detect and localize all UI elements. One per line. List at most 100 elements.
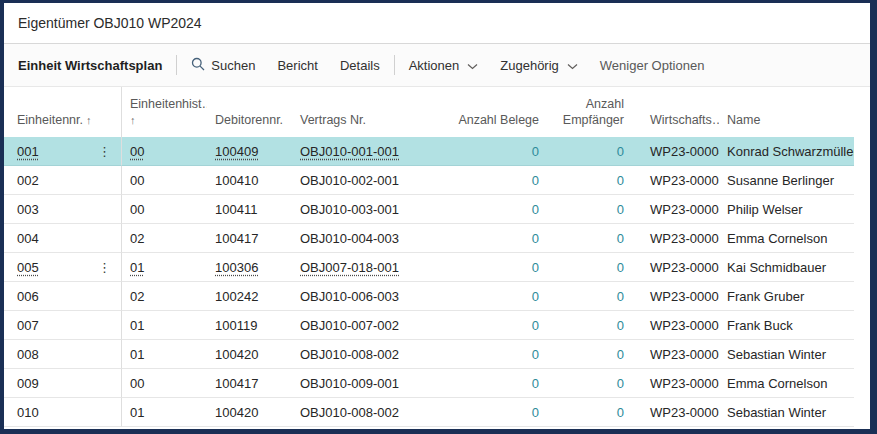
cell-wirtschaftsplan[interactable]: WP23-00006 [630,195,719,224]
column-header-wirtschaftsplan[interactable]: Wirtschafts… [630,87,719,137]
column-header-anzahl-empfaenger[interactable]: Anzahl Empfänger [545,87,630,137]
cell-anzahl_belege[interactable]: 0 [450,398,545,427]
aktionen-dropdown[interactable]: Aktionen [409,58,479,73]
cell-vertragsnr[interactable]: OBJ010-001-001 [292,137,450,166]
cell-vertragsnr[interactable]: OBJ010-006-003 [292,282,450,311]
cell-einheitennr[interactable]: 005⋮ [4,253,122,282]
cell-einheitennr[interactable]: 006 [4,282,122,311]
table-row[interactable]: 00300100411OBJ010-003-00100WP23-00006Phi… [4,195,854,224]
cell-name[interactable]: Frank Gruber [719,282,854,311]
cell-anzahl_belege[interactable]: 0 [450,224,545,253]
column-header-einheitenhist[interactable]: Einheitenhist… ↑ [122,87,207,137]
cell-anzahl_belege[interactable]: 0 [450,340,545,369]
cell-einheitenhist[interactable]: 02 [122,282,207,311]
cell-wirtschaftsplan[interactable]: WP23-00002 [630,282,719,311]
cell-anzahl_belege[interactable]: 0 [450,311,545,340]
cell-wirtschaftsplan[interactable]: WP23-00009 [630,398,719,427]
table-row[interactable]: 001⋮00100409OBJ010-001-00100WP23-00004Ko… [4,137,854,166]
cell-vertragsnr[interactable]: OBJ010-004-003 [292,224,450,253]
cell-anzahl_empfaenger[interactable]: 0 [545,166,630,195]
cell-einheitenhist[interactable]: 00 [122,195,207,224]
weniger-optionen-button[interactable]: Weniger Optionen [600,58,705,73]
cell-wirtschaftsplan[interactable]: WP23-00001 [630,311,719,340]
cell-anzahl_empfaenger[interactable]: 0 [545,340,630,369]
cell-wirtschaftsplan[interactable]: WP23-00007 [630,224,719,253]
cell-anzahl_belege[interactable]: 0 [450,282,545,311]
cell-anzahl_empfaenger[interactable]: 0 [545,224,630,253]
cell-vertragsnr[interactable]: OBJ010-002-001 [292,166,450,195]
cell-anzahl_empfaenger[interactable]: 0 [545,369,630,398]
table-row[interactable]: 00801100420OBJ010-008-00200WP23-00009Seb… [4,340,854,369]
column-header-einheitennr[interactable]: Einheitennr.↑ [4,87,122,137]
cell-vertragsnr[interactable]: OBJ010-008-002 [292,398,450,427]
column-header-vertragsnr[interactable]: Vertrags Nr. [292,87,450,137]
cell-anzahl_empfaenger[interactable]: 0 [545,282,630,311]
cell-debitorennr[interactable]: 100420 [207,340,292,369]
cell-wirtschaftsplan[interactable]: WP23-00009 [630,340,719,369]
cell-name[interactable]: Kai Schmidbauer [719,253,854,282]
cell-einheitenhist[interactable]: 00 [122,166,207,195]
table-row[interactable]: 00701100119OBJ010-007-00200WP23-00001Fra… [4,311,854,340]
cell-vertragsnr[interactable]: OBJ007-018-001 [292,253,450,282]
cell-debitorennr[interactable]: 100410 [207,166,292,195]
cell-anzahl_belege[interactable]: 0 [450,166,545,195]
search-button[interactable]: Suchen [191,57,255,74]
cell-name[interactable]: Susanne Berlinger [719,166,854,195]
cell-anzahl_empfaenger[interactable]: 0 [545,253,630,282]
cell-debitorennr[interactable]: 100119 [207,311,292,340]
cell-vertragsnr[interactable]: OBJ010-003-001 [292,195,450,224]
table-row[interactable]: 00900100417OBJ010-009-00100WP23-00008Emm… [4,369,854,398]
cell-name[interactable]: Frank Buck [719,311,854,340]
cell-debitorennr[interactable]: 100306 [207,253,292,282]
column-header-anzahl-belege[interactable]: Anzahl Belege [450,87,545,137]
cell-einheitenhist[interactable]: 02 [122,224,207,253]
cell-anzahl_belege[interactable]: 0 [450,195,545,224]
cell-einheitennr[interactable]: 004 [4,224,122,253]
cell-debitorennr[interactable]: 100411 [207,195,292,224]
cell-name[interactable]: Sebastian Winter [719,340,854,369]
cell-name[interactable]: Konrad Schwarzmüller [719,137,854,166]
cell-einheitennr[interactable]: 008 [4,340,122,369]
cell-einheitennr[interactable]: 007 [4,311,122,340]
row-menu-icon[interactable]: ⋮ [96,260,113,275]
column-header-name[interactable]: Name [719,87,854,137]
cell-debitorennr[interactable]: 100409 [207,137,292,166]
cell-debitorennr[interactable]: 100417 [207,224,292,253]
cell-einheitenhist[interactable]: 01 [122,340,207,369]
details-button[interactable]: Details [340,58,380,73]
bericht-button[interactable]: Bericht [277,58,317,73]
cell-debitorennr[interactable]: 100417 [207,369,292,398]
cell-anzahl_belege[interactable]: 0 [450,253,545,282]
table-row[interactable]: 00602100242OBJ010-006-00300WP23-00002Fra… [4,282,854,311]
cell-vertragsnr[interactable]: OBJ010-008-002 [292,340,450,369]
table-row[interactable]: 01001100420OBJ010-008-00200WP23-00009Seb… [4,398,854,427]
cell-debitorennr[interactable]: 100420 [207,398,292,427]
cell-anzahl_belege[interactable]: 0 [450,137,545,166]
cell-name[interactable]: Philip Welser [719,195,854,224]
cell-einheitennr[interactable]: 010 [4,398,122,427]
cell-anzahl_empfaenger[interactable]: 0 [545,311,630,340]
cell-vertragsnr[interactable]: OBJ010-009-001 [292,369,450,398]
menu-einheit-wirtschaftsplan[interactable]: Einheit Wirtschaftsplan [18,58,162,73]
cell-einheitennr[interactable]: 009 [4,369,122,398]
cell-name[interactable]: Sebastian Winter [719,398,854,427]
cell-anzahl_empfaenger[interactable]: 0 [545,137,630,166]
table-row[interactable]: 005⋮01100306OBJ007-018-00100WP23-00003Ka… [4,253,854,282]
cell-wirtschaftsplan[interactable]: WP23-00005 [630,166,719,195]
cell-wirtschaftsplan[interactable]: WP23-00008 [630,369,719,398]
cell-einheitennr[interactable]: 001⋮ [4,137,122,166]
column-header-debitorennr[interactable]: Debitorennr. [207,87,292,137]
cell-vertragsnr[interactable]: OBJ010-007-002 [292,311,450,340]
table-row[interactable]: 00200100410OBJ010-002-00100WP23-00005Sus… [4,166,854,195]
cell-debitorennr[interactable]: 100242 [207,282,292,311]
row-menu-icon[interactable]: ⋮ [96,144,113,159]
cell-einheitenhist[interactable]: 01 [122,253,207,282]
zugehoerig-dropdown[interactable]: Zugehörig [500,58,578,73]
cell-einheitenhist[interactable]: 00 [122,137,207,166]
cell-einheitenhist[interactable]: 01 [122,398,207,427]
cell-name[interactable]: Emma Cornelson [719,224,854,253]
cell-wirtschaftsplan[interactable]: WP23-00004 [630,137,719,166]
cell-wirtschaftsplan[interactable]: WP23-00003 [630,253,719,282]
cell-einheitenhist[interactable]: 01 [122,311,207,340]
table-row[interactable]: 00402100417OBJ010-004-00300WP23-00007Emm… [4,224,854,253]
